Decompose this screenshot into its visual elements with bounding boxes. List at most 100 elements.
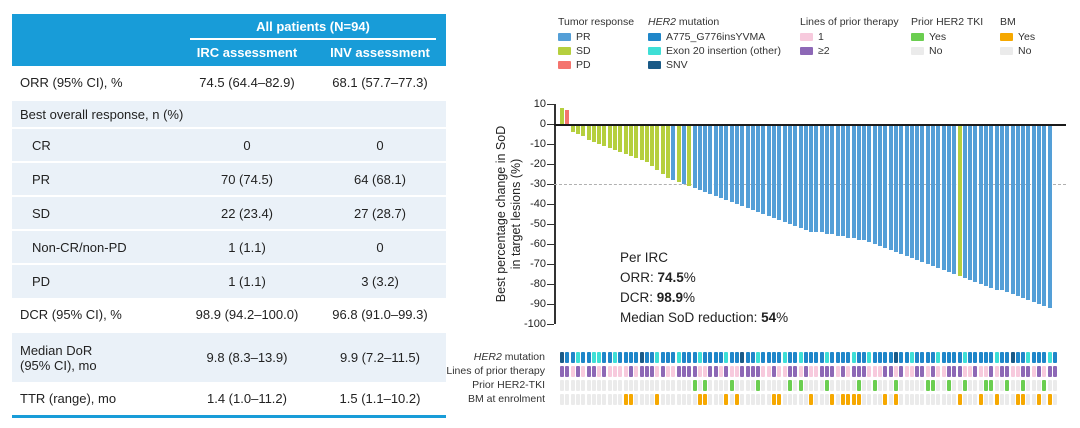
track-tile-her2: [634, 352, 639, 363]
track-tile-tki: [703, 380, 708, 391]
waterfall-bar: [687, 124, 692, 186]
track-tile-lines: [984, 366, 988, 377]
track-tile-bm: [984, 394, 988, 405]
table-row: Median DoR (95% CI), mo 9.8 (8.3–13.9) 9.9…: [12, 331, 446, 382]
track-tile-lines: [814, 366, 819, 377]
summary-unit: %: [683, 270, 696, 285]
track-tile-lines: [968, 366, 973, 377]
track-tile-lines: [952, 366, 957, 377]
legend-item-label: Yes: [929, 31, 947, 43]
track-tile-tki: [1026, 380, 1031, 391]
track-tile-her2: [994, 352, 999, 363]
track-tile-tki: [957, 380, 962, 391]
track-tile-lines: [734, 366, 739, 377]
waterfall-bar: [713, 124, 718, 196]
track-tile-bm: [586, 394, 591, 405]
track-tile-her2: [628, 352, 633, 363]
track-tile-lines: [846, 366, 851, 377]
track-tile-her2: [729, 352, 734, 363]
inv-value: 9.9 (7.2–11.5): [314, 331, 446, 382]
track-tile-lines: [1031, 366, 1036, 377]
track-tile-lines: [750, 366, 755, 377]
track-tile-bm: [591, 394, 596, 405]
track-tile-lines: [660, 366, 665, 377]
track-tile-tki: [607, 380, 612, 391]
track-tile-lines: [713, 366, 718, 377]
waterfall-bar: [697, 124, 702, 190]
y-axis-tick-label: -20: [530, 157, 546, 170]
track-tile-bm: [809, 394, 814, 405]
track-tile-bm: [1021, 394, 1026, 405]
track-tile-lines: [798, 366, 803, 377]
track-tile-her2: [745, 352, 750, 363]
track-tile-her2: [989, 352, 994, 363]
track-tile-tki: [999, 380, 1004, 391]
y-axis-tick: [547, 144, 554, 145]
track-tile-bm: [766, 394, 771, 405]
waterfall-bar: [602, 124, 607, 146]
track-tile-tki: [575, 380, 580, 391]
track-tile-her2: [602, 352, 607, 363]
irc-value: 1 (1.1): [180, 263, 314, 298]
label-text: Prior HER2 TKI: [911, 16, 984, 28]
track-tile-her2: [1047, 352, 1052, 363]
track-tile-bm: [681, 394, 686, 405]
inv-value: 27 (28.7): [314, 195, 446, 230]
waterfall-bar: [607, 124, 612, 148]
track-tile-lines: [1010, 366, 1015, 377]
track-tile-lines: [1005, 366, 1010, 377]
track-tile-her2: [1052, 352, 1057, 363]
waterfall-bar: [734, 124, 739, 204]
track-tile-her2: [851, 352, 856, 363]
track-tile-lines: [994, 366, 999, 377]
track-tile-bm: [1052, 394, 1057, 405]
track-tile-lines: [904, 366, 909, 377]
waterfall-bar: [920, 124, 925, 262]
track-tile-bm: [634, 394, 639, 405]
track-label-bm: BM at enrolment: [413, 394, 545, 405]
waterfall-bar: [793, 124, 798, 226]
track-tile-bm: [671, 394, 676, 405]
track-tile-tki: [581, 380, 586, 391]
track-tile-bm: [920, 394, 925, 405]
header-empty-cell: [12, 14, 180, 66]
waterfall-bar: [613, 124, 617, 150]
legend-swatch-icon: [558, 33, 571, 42]
track-tile-lines: [745, 366, 750, 377]
track-tile-lines: [623, 366, 628, 377]
track-tile-tki: [724, 380, 729, 391]
gene-symbol-text: HER2: [648, 16, 677, 28]
track-tile-her2: [878, 352, 882, 363]
track-tile-her2: [692, 352, 697, 363]
track-tile-her2: [957, 352, 962, 363]
legend-item-label: SNV: [666, 59, 688, 71]
track-tile-tki: [793, 380, 798, 391]
waterfall-bar: [999, 124, 1004, 290]
track-tile-tki: [634, 380, 639, 391]
waterfall-bar: [703, 124, 708, 192]
track-tile-bm: [729, 394, 734, 405]
track-tile-her2: [825, 352, 829, 363]
waterfall-bar: [893, 124, 898, 252]
track-tile-lines: [671, 366, 676, 377]
track-tile-tki: [989, 380, 994, 391]
track-tile-her2: [597, 352, 602, 363]
legend-group-title: Prior HER2 TKI: [911, 16, 983, 28]
track-tile-her2: [565, 352, 570, 363]
track-tile-tki: [782, 380, 787, 391]
waterfall-bar: [915, 124, 920, 260]
track-tile-bm: [851, 394, 856, 405]
table-row: DCR (95% CI), % 98.9 (94.2–100.0) 96.8 (91…: [12, 298, 446, 332]
track-tile-lines: [766, 366, 771, 377]
waterfall-bar: [819, 124, 824, 232]
waterfall-bar: [692, 124, 697, 188]
waterfall-bar: [740, 124, 745, 206]
track-tile-her2: [575, 352, 580, 363]
summary-value: 54: [761, 310, 777, 325]
irc-value: 98.9 (94.2–100.0): [180, 298, 314, 332]
waterfall-bar: [957, 124, 962, 276]
y-axis-tick-label: -90: [530, 297, 546, 310]
track-tile-bm: [893, 394, 898, 405]
track-tile-bm: [872, 394, 877, 405]
track-tile-lines: [989, 366, 994, 377]
